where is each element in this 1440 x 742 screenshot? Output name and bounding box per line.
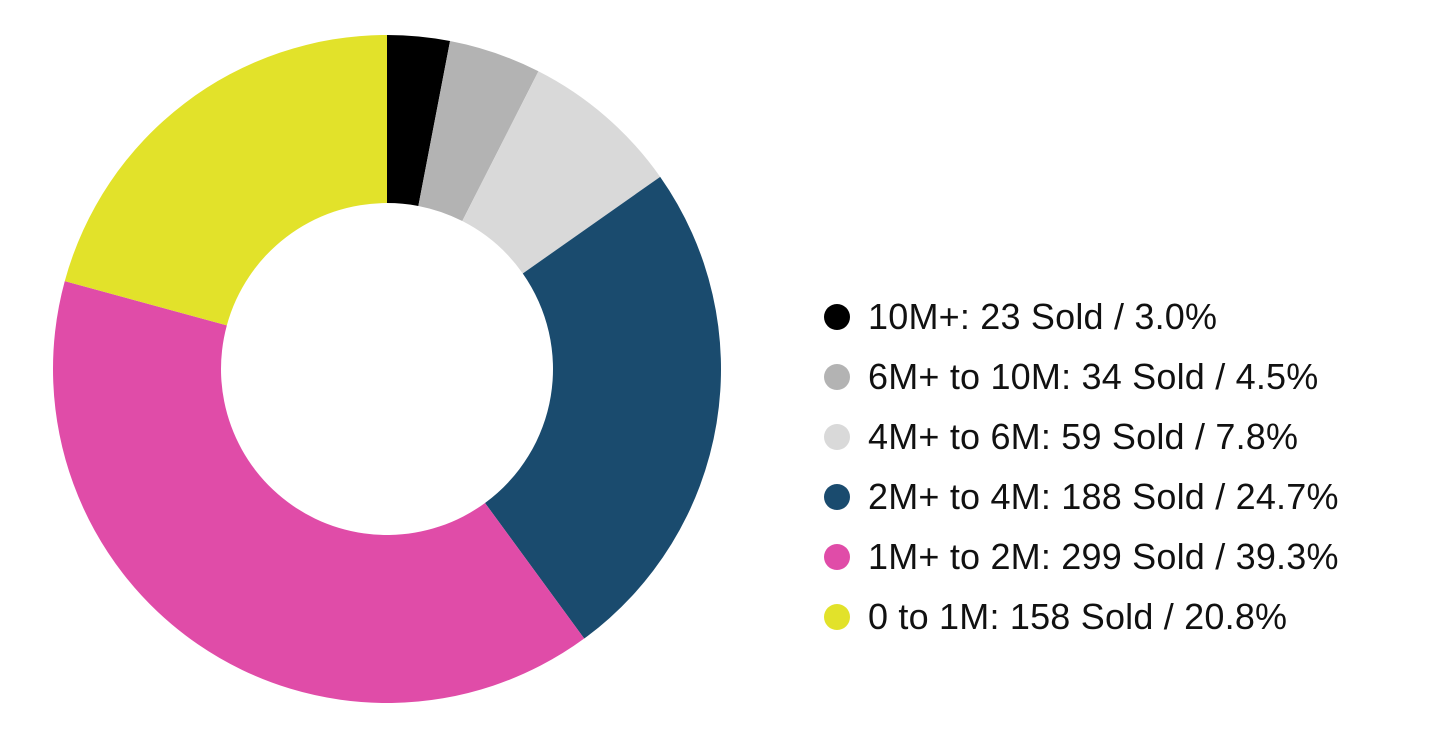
legend-label: 1M+ to 2M: 299 Sold / 39.3% [868, 536, 1339, 577]
donut-slice-5 [64, 35, 388, 326]
legend: 10M+: 23 Sold / 3.0% 6M+ to 10M: 34 Sold… [824, 287, 1339, 647]
legend-label: 10M+: 23 Sold / 3.0% [868, 296, 1218, 337]
legend-label: 0 to 1M: 158 Sold / 20.8% [868, 596, 1288, 637]
legend-item-10m-plus: 10M+: 23 Sold / 3.0% [824, 287, 1339, 347]
legend-label: 4M+ to 6M: 59 Sold / 7.8% [868, 416, 1299, 457]
legend-item-0-to-1m: 0 to 1M: 158 Sold / 20.8% [824, 587, 1339, 647]
legend-label: 2M+ to 4M: 188 Sold / 24.7% [868, 476, 1339, 517]
donut-slices [52, 35, 721, 703]
donut-chart [52, 35, 721, 703]
legend-swatch [824, 544, 850, 570]
donut-slice-2 [462, 71, 661, 274]
legend-swatch [824, 304, 850, 330]
legend-item-4m-to-6m: 4M+ to 6M: 59 Sold / 7.8% [824, 407, 1339, 467]
donut-slice-0 [387, 35, 451, 206]
legend-swatch [824, 364, 850, 390]
legend-label: 6M+ to 10M: 34 Sold / 4.5% [868, 356, 1319, 397]
legend-swatch [824, 604, 850, 630]
donut-slice-4 [52, 281, 585, 703]
legend-item-2m-to-4m: 2M+ to 4M: 188 Sold / 24.7% [824, 467, 1339, 527]
legend-swatch [824, 424, 850, 450]
legend-item-6m-to-10m: 6M+ to 10M: 34 Sold / 4.5% [824, 347, 1339, 407]
legend-swatch [824, 484, 850, 510]
donut-slice-1 [418, 41, 539, 222]
legend-item-1m-to-2m: 1M+ to 2M: 299 Sold / 39.3% [824, 527, 1339, 587]
donut-slice-3 [485, 176, 721, 639]
